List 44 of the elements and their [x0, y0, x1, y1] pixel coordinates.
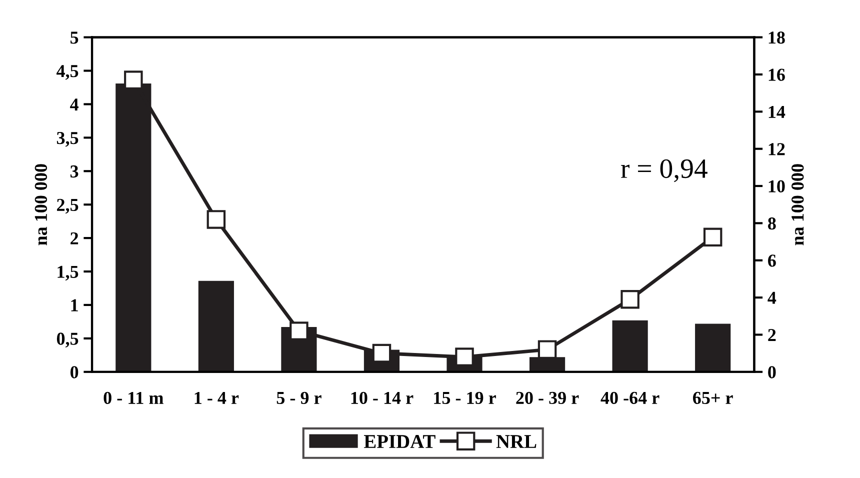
y-tick-label: 2,5	[57, 198, 78, 214]
bar	[695, 324, 731, 372]
point	[206, 210, 226, 229]
y2-tick-label: 6	[768, 254, 776, 267]
point	[703, 228, 722, 246]
y-tick-label: 3,5	[56, 132, 78, 147]
bar	[198, 280, 234, 372]
point	[538, 340, 557, 359]
y2-tick-label: 14	[768, 106, 786, 118]
x-tick-label: 20 - 39 r	[516, 392, 579, 404]
x-tick-label: 40 -64 r	[600, 392, 660, 404]
y2-tick-label: 18	[768, 32, 785, 44]
y-tick-label: 2	[70, 232, 78, 244]
y2-tick-label: 2	[768, 329, 776, 341]
y-tick-label: 5	[70, 32, 78, 44]
point	[124, 70, 143, 90]
y-tick-label: 0	[70, 366, 78, 378]
x-tick-label: 1 - 4 r	[194, 392, 239, 404]
y-tick-label: 4	[70, 98, 78, 110]
y-tick-label: 1	[71, 299, 78, 312]
y-tick-label: 4,5	[56, 65, 78, 80]
y2-tick-label: 8	[768, 217, 776, 230]
y2-tick-label: 4	[768, 292, 776, 304]
legend-label: NRL	[496, 435, 536, 448]
point	[290, 322, 308, 340]
y-tick-label: 1,5	[58, 266, 78, 281]
y2-tick-label: 0	[768, 366, 776, 378]
bar	[612, 320, 648, 372]
y-tick-label: 3	[70, 165, 78, 178]
x-tick-label: 10 - 14 r	[351, 392, 414, 404]
y2-axis-title: na 100 000	[792, 164, 804, 246]
y2-tick-label: 12	[768, 143, 785, 156]
y-tick-label: 0,5	[56, 332, 78, 348]
x-tick-label: 0 - 11 m	[104, 392, 164, 404]
x-tick-label: 15 - 19 r	[434, 392, 496, 404]
y2-tick-label: 10	[768, 180, 785, 192]
legend-label: EPIDAT	[364, 435, 436, 448]
x-tick-label: 65+ r	[693, 392, 733, 404]
annotation: r = 0,94	[621, 159, 708, 182]
x-tick-label: 5 - 9 r	[276, 392, 322, 404]
y-axis-title: na 100 000	[34, 164, 48, 246]
y2-tick-label: 16	[768, 68, 785, 81]
point	[455, 348, 474, 366]
point	[620, 290, 640, 309]
